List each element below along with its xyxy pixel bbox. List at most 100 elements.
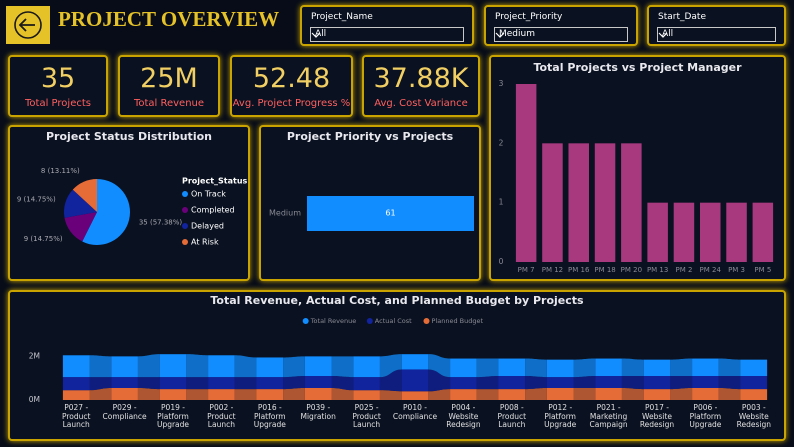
kpi-label: Avg. Cost Variance — [374, 98, 468, 109]
priority-chart: Project Priority vs Projects Medium 61 — [269, 130, 474, 231]
slicer[interactable]: Project_Name All — [300, 5, 474, 46]
legend-label: Delayed — [191, 222, 224, 231]
ribbon-segment — [159, 377, 187, 390]
kpi-card: 35 Total Projects — [8, 55, 108, 117]
ribbon — [573, 358, 596, 378]
legend-label: Actual Cost — [375, 317, 412, 325]
back-button[interactable] — [4, 4, 54, 48]
slicer-label: Start_Date — [658, 12, 706, 22]
kpi-value: 52.48 — [252, 63, 331, 94]
pie-slice — [82, 179, 130, 245]
ribbon-segment — [256, 389, 284, 400]
ribbon-segment — [62, 377, 90, 391]
ribbon-segment — [692, 358, 719, 376]
ribbon — [621, 358, 644, 376]
slicer-value: Medium — [499, 29, 535, 39]
ribbon — [428, 369, 451, 392]
slicer-dropdown[interactable]: All — [657, 27, 776, 42]
ribbon-segment — [401, 391, 429, 400]
slicer-dropdown[interactable]: All — [310, 27, 464, 42]
ribbon-segment — [111, 388, 138, 400]
legend-swatch — [182, 239, 188, 245]
ribbon — [476, 376, 499, 390]
ribbon-segment — [450, 358, 477, 378]
x-tick-label: P025 - Product Launch — [352, 403, 381, 429]
x-tick-label: P002 - Product Launch — [207, 403, 236, 429]
ribbon-segment — [643, 376, 671, 390]
ribbon — [621, 376, 644, 390]
ribbon-segment — [546, 377, 574, 388]
ribbon-segment — [740, 389, 768, 400]
ribbon-segment — [595, 358, 622, 376]
ribbon-segment — [304, 388, 332, 400]
ribbon-segment — [304, 356, 332, 376]
back-icon-circle — [14, 11, 42, 39]
priority-panel: Project Priority vs Projects Medium 61 — [259, 125, 481, 281]
x-tick-label: PM 13 — [647, 266, 668, 274]
ribbon — [89, 355, 112, 378]
x-tick-label: P029 - Compliance — [102, 403, 147, 421]
ribbon — [428, 354, 451, 378]
slicer[interactable]: Project_Priority Medium — [484, 5, 638, 46]
ribbon — [89, 388, 112, 400]
ribbon-segment — [304, 376, 332, 388]
ribbon-segment — [353, 356, 380, 378]
kpi-value: 25M — [140, 63, 198, 94]
legend-label: Total Revenue — [310, 317, 357, 325]
chart-title: Project Priority vs Projects — [287, 130, 454, 143]
ribbon-segment — [353, 390, 380, 400]
chart-title: Total Projects vs Project Manager — [533, 61, 742, 74]
bar — [699, 202, 721, 262]
x-tick-label: PM 12 — [542, 266, 563, 274]
x-tick-label: P004 - Website Redesign — [446, 403, 481, 429]
ribbon — [331, 388, 354, 400]
ribbon — [137, 354, 160, 378]
ribbon-segment — [256, 357, 284, 378]
ribbon-segment — [450, 377, 477, 390]
chevron — [311, 32, 321, 38]
ribbon-segment — [256, 377, 284, 390]
data-label: 8 (13.11%) — [41, 167, 80, 175]
kpi-label: Avg. Project Progress % — [232, 98, 351, 109]
ribbon — [670, 376, 693, 390]
slicer[interactable]: Start_Date All — [647, 5, 786, 46]
bar — [673, 202, 695, 262]
pie-chart: Project Status Distribution 35 (57.38%) 9 … — [17, 130, 248, 247]
ribbon — [670, 388, 693, 400]
slicer-label: Project_Priority — [495, 12, 563, 22]
y-tick-label: Medium — [269, 209, 301, 218]
ribbon-segment — [401, 369, 429, 392]
slicer-dropdown[interactable]: Medium — [494, 27, 628, 42]
page-title: PROJECT OVERVIEW — [58, 7, 280, 31]
ribbon-segment — [692, 388, 719, 400]
ribbon — [234, 389, 257, 400]
ribbon-segment — [111, 377, 138, 388]
ribbon — [525, 376, 547, 390]
ribbon-segment — [208, 389, 235, 400]
ribbon-segment — [111, 356, 138, 378]
ribbon — [137, 377, 160, 390]
ribbon-segment — [498, 376, 526, 390]
ribbon — [379, 390, 402, 400]
ribbon-segment — [62, 355, 90, 378]
kpi-label: Total Projects — [25, 98, 91, 109]
ribbon — [89, 377, 112, 391]
ribbon-segment — [546, 359, 574, 378]
ribbon — [331, 356, 354, 378]
ribbon — [525, 388, 547, 400]
legend-label: Completed — [191, 206, 235, 215]
manager-panel: Total Projects vs Project Manager 0 1 2 3 PM … — [489, 55, 786, 281]
ribbon — [573, 376, 596, 388]
ribbon — [670, 358, 693, 376]
ribbon-segment — [498, 389, 526, 400]
chart-title: Project Status Distribution — [46, 130, 212, 143]
bar — [752, 202, 774, 262]
x-tick-label: P019 - Platform Upgrade — [156, 403, 190, 429]
legend-swatch — [182, 191, 188, 197]
x-tick-label: PM 7 — [518, 266, 535, 274]
kpi-label: Total Revenue — [133, 98, 205, 109]
legend-swatch — [182, 223, 188, 229]
x-tick-label: PM 16 — [568, 266, 590, 274]
ribbon — [234, 355, 257, 378]
ribbon-chart: Total Revenue, Actual Cost, and Planned … — [29, 294, 768, 404]
